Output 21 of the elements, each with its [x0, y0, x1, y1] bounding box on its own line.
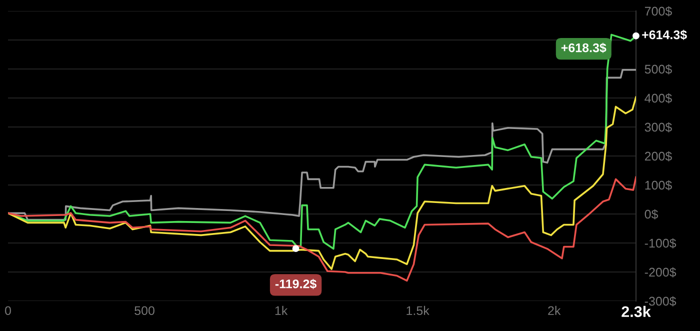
y-tick-label: -300$ — [644, 296, 676, 306]
y-tick-label: -200$ — [644, 267, 676, 278]
y-tick-label: 100$ — [645, 180, 672, 190]
x-tick-label: 1.5k — [406, 306, 430, 316]
annotation: +614.3$ — [642, 30, 687, 40]
line-series — [8, 96, 636, 270]
y-tick-label: 300$ — [644, 122, 672, 132]
annotation: -119.2$ — [275, 278, 316, 290]
y-tick-label: 700$ — [644, 6, 672, 16]
x-tick-label: 2k — [548, 306, 561, 315]
annotation: +618.3$ — [561, 42, 606, 54]
y-tick-label: 0$ — [644, 209, 658, 220]
x-tick-label: 0 — [5, 306, 11, 316]
x-tick-label: 500 — [134, 306, 154, 316]
x-tick-label: 1k — [275, 306, 288, 315]
line-series — [8, 68, 636, 221]
y-tick-label: 400$ — [644, 93, 672, 104]
y-tick-label: 200$ — [644, 151, 672, 162]
y-tick-label: 500$ — [644, 64, 672, 74]
x-tick-label: 2.3k — [622, 306, 651, 318]
y-tick-label: -100$ — [644, 238, 676, 248]
